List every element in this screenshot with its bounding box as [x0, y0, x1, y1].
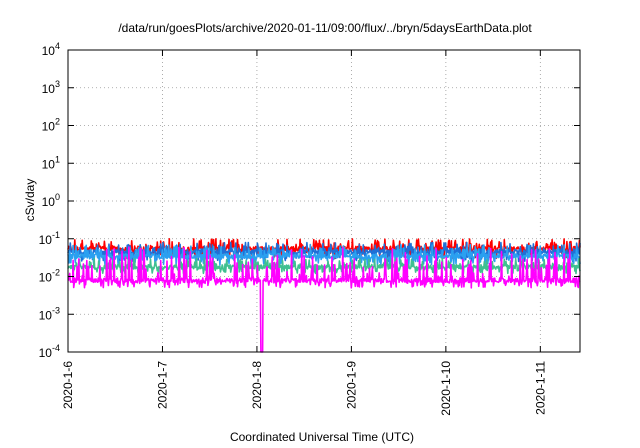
y-tick-label: 103 [42, 79, 60, 96]
series-layer [67, 238, 581, 353]
ticks: 10-4 10-3 10-2 10-1 100 101 102 103 104 2020-1-6 2… [39, 41, 580, 416]
y-tick-label: 10-2 [39, 268, 60, 285]
series-line-4 [67, 246, 581, 353]
x-tick-label: 2020-1-7 [155, 361, 169, 409]
y-axis-label: cSv/day [23, 179, 37, 222]
x-tick-label: 2020-1-10 [439, 361, 453, 416]
y-tick-label: 102 [42, 117, 60, 134]
y-tick-label: 10-3 [39, 305, 60, 322]
chart-title: /data/run/goesPlots/archive/2020-01-11/0… [118, 21, 532, 35]
x-tick-label: 2020-1-9 [344, 361, 358, 409]
grid [68, 49, 580, 353]
y-tick-label: 101 [42, 154, 60, 171]
series-line-2 [67, 243, 581, 266]
x-tick-label: 2020-1-11 [533, 361, 547, 415]
y-tick-label: 100 [42, 192, 60, 209]
x-axis-label: Coordinated Universal Time (UTC) [230, 430, 414, 444]
y-tick-label: 10-1 [39, 230, 60, 247]
y-tick-label: 104 [42, 41, 60, 58]
x-tick-label: 2020-1-6 [61, 361, 75, 409]
x-tick-label: 2020-1-8 [250, 361, 264, 409]
y-tick-label: 10-4 [39, 343, 60, 360]
